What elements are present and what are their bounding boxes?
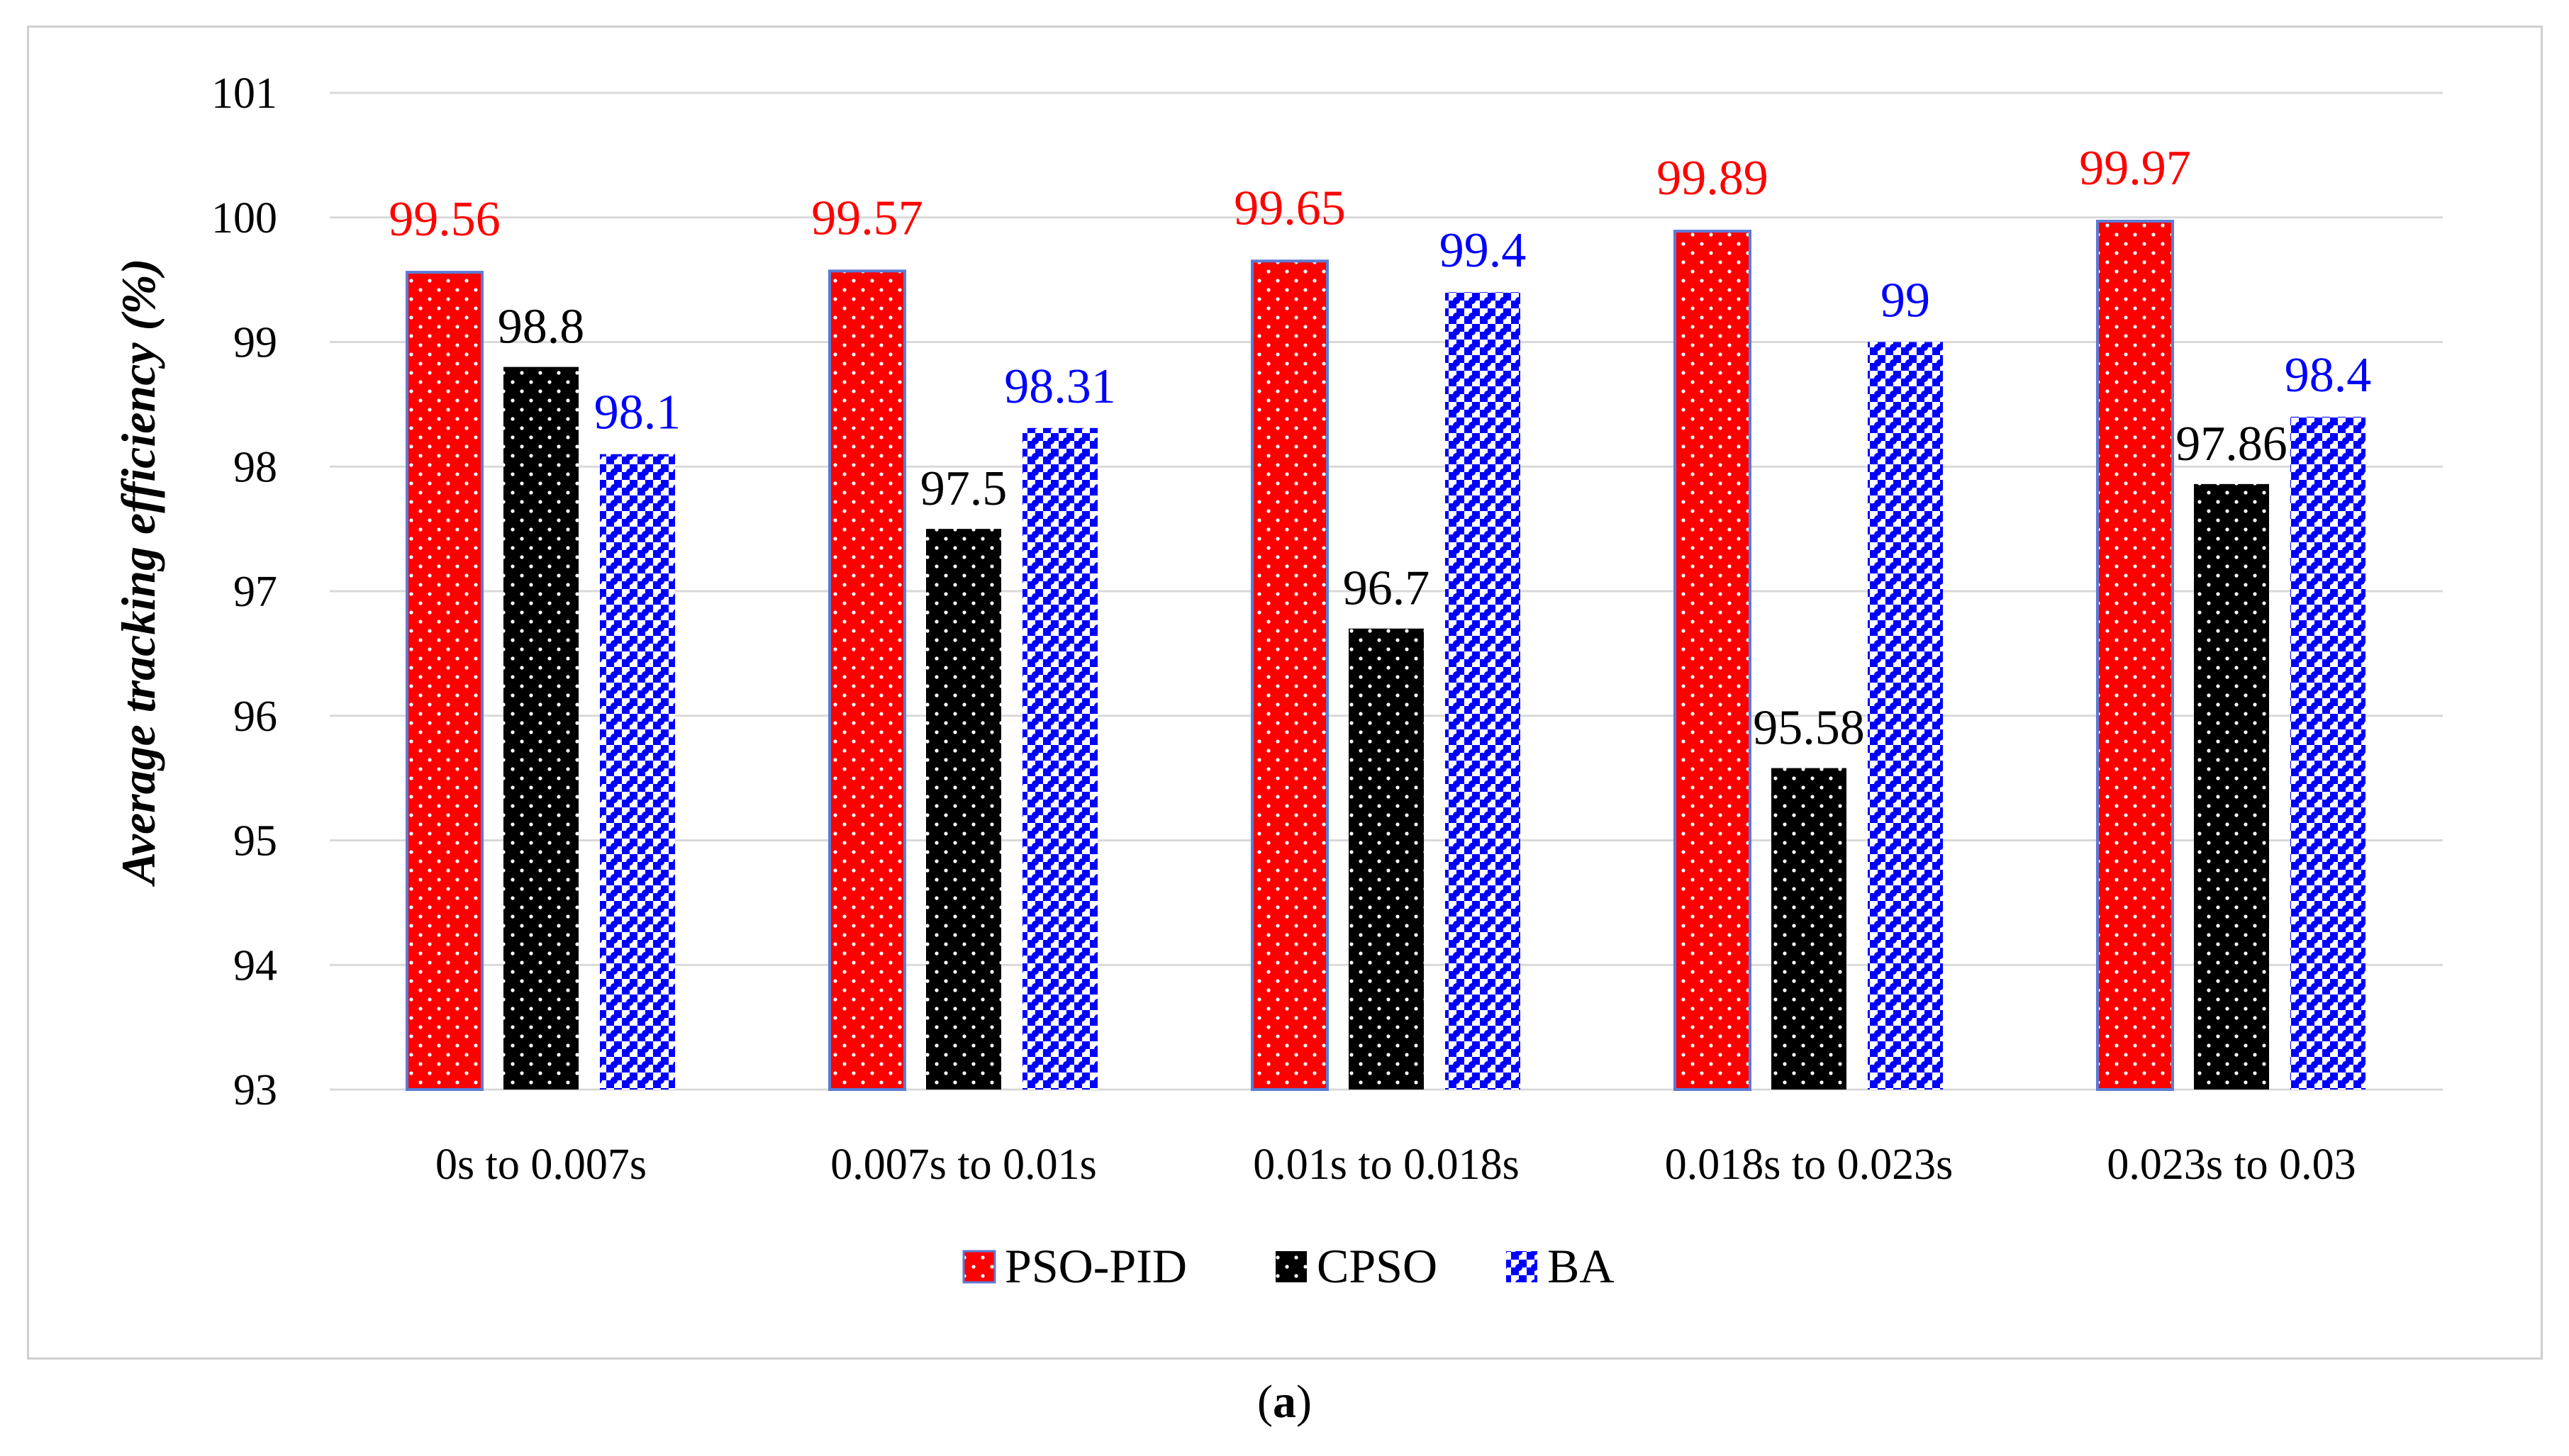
bar-cpso — [1349, 628, 1424, 1090]
x-tick-label: 0.023s to 0.03 — [2107, 1141, 2356, 1189]
data-label-pso-pid: 99.57 — [811, 191, 923, 245]
data-labels: 99.56 98.898.1 99.57 97.5 98.31 99.65 96.7 99.4… — [389, 141, 2371, 756]
data-label-cpso: 95.58 — [1753, 701, 1865, 756]
data-label-ba: 98.4 — [2285, 348, 2372, 403]
bar-ba — [2290, 416, 2365, 1090]
caption-letter: a — [1273, 1376, 1296, 1428]
bar-pso-pid — [2096, 220, 2174, 1092]
data-label-cpso: 97.5 — [920, 461, 1008, 516]
y-tick-label: 99 — [233, 319, 277, 367]
legend-swatch-pso-pid — [962, 1250, 996, 1284]
x-tick-label: 0s to 0.007s — [435, 1141, 647, 1189]
bar-cpso — [503, 366, 579, 1090]
bars — [406, 220, 2365, 1092]
legend-label-ba: BA — [1547, 1239, 1614, 1293]
chart-frame: 93 94 95 96 97 98 99 100 101 99.56 98.8 98.1 99.57 9… — [27, 26, 2543, 1360]
gridlines — [330, 91, 2443, 1091]
y-axis-label: Average tracking efficiency (%) — [111, 258, 165, 887]
data-label-cpso: 97.86 — [2175, 417, 2287, 471]
legend-swatch-ba — [1506, 1251, 1537, 1282]
data-label-ba: 99.4 — [1439, 223, 1527, 278]
figure-caption: (a) — [1257, 1376, 1312, 1428]
x-tick-label: 0.018s to 0.023s — [1665, 1141, 1953, 1189]
legend-swatch-cpso — [1276, 1251, 1307, 1282]
data-label-pso-pid: 99.65 — [1234, 181, 1346, 235]
bar-cpso — [2194, 483, 2269, 1090]
y-tick-label: 95 — [233, 817, 277, 866]
bar-ba — [1445, 292, 1520, 1090]
y-axis-ticks: 93 94 95 96 97 98 99 100 101 — [211, 69, 277, 1114]
y-tick-label: 97 — [233, 568, 277, 616]
x-tick-label: 0.01s to 0.018s — [1253, 1141, 1519, 1189]
x-axis-ticks: 0s to 0.007s 0.007s to 0.01s 0.01s to 0.01… — [435, 1141, 2356, 1189]
y-tick-label: 101 — [211, 69, 277, 118]
data-label-pso-pid: 99.56 — [389, 192, 501, 247]
x-tick-label: 0.007s to 0.01s — [830, 1141, 1096, 1189]
bar-ba — [1868, 342, 1943, 1090]
data-label-ba: 98.1 — [594, 386, 681, 440]
data-label-cpso: 96.7 — [1343, 561, 1430, 616]
bar-ba — [1022, 427, 1098, 1090]
data-label-ba: 99 — [1880, 274, 1930, 328]
legend-label-cpso: CPSO — [1317, 1239, 1437, 1293]
legend-label-pso-pid: PSO-PID — [1005, 1239, 1187, 1293]
data-label-cpso: 98.8 — [498, 300, 585, 354]
data-label-ba: 98.31 — [1004, 359, 1116, 414]
bar-cpso — [1771, 768, 1846, 1090]
data-label-pso-pid: 99.89 — [1656, 151, 1768, 206]
bar-cpso — [926, 529, 1001, 1090]
y-tick-label: 93 — [233, 1066, 277, 1114]
bar-ba — [600, 454, 675, 1090]
data-label-pso-pid: 99.97 — [2079, 141, 2191, 196]
y-tick-label: 100 — [211, 194, 277, 242]
y-tick-label: 94 — [233, 941, 277, 990]
bar-pso-pid — [828, 269, 906, 1091]
y-tick-label: 98 — [233, 443, 277, 491]
bar-pso-pid — [406, 271, 484, 1092]
legend: PSO-PID CPSO BA — [962, 1239, 1614, 1293]
y-tick-label: 96 — [233, 693, 277, 741]
bar-pso-pid — [1251, 259, 1329, 1092]
bar-pso-pid — [1673, 230, 1751, 1091]
